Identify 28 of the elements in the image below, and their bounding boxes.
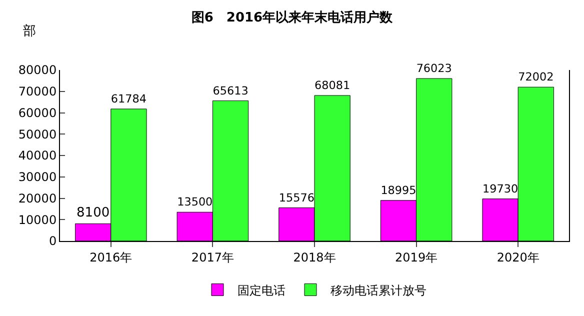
chart-title: 图6 2016年以来年末电话用户数 bbox=[191, 10, 394, 26]
data-label: 65613 bbox=[212, 84, 248, 98]
y-tick-label: 30000 bbox=[18, 170, 57, 184]
x-tick-label: 2019年 bbox=[395, 250, 438, 264]
y-tick-label: 60000 bbox=[18, 106, 57, 120]
x-tick-label: 2018年 bbox=[293, 250, 336, 264]
data-label: 19730 bbox=[482, 182, 518, 196]
data-label: 72002 bbox=[518, 70, 554, 84]
x-tick-label: 2020年 bbox=[496, 250, 540, 264]
x-tick-label: 2016年 bbox=[90, 250, 132, 264]
data-label: 13500 bbox=[177, 196, 213, 209]
legend-label: 移动电话累计放号 bbox=[330, 283, 426, 298]
y-tick-label: 20000 bbox=[18, 191, 57, 206]
data-label: 15576 bbox=[278, 191, 314, 204]
data-label: 18995 bbox=[380, 184, 416, 197]
x-tick-label: 2017年 bbox=[191, 250, 234, 264]
y-axis-title: 部 bbox=[23, 24, 36, 39]
data-label: 76023 bbox=[416, 62, 452, 76]
y-tick-label: 10000 bbox=[18, 212, 57, 227]
y-tick-label: 0 bbox=[48, 234, 57, 248]
data-label: 68081 bbox=[314, 79, 350, 92]
y-tick-label: 80000 bbox=[18, 63, 57, 78]
data-label: 8100 bbox=[76, 206, 110, 221]
y-tick-label: 40000 bbox=[18, 148, 57, 163]
data-label: 61784 bbox=[110, 92, 147, 106]
y-tick-label: 50000 bbox=[18, 127, 57, 142]
legend-label: 固定电话 bbox=[238, 283, 286, 298]
y-tick-label: 70000 bbox=[18, 84, 57, 99]
